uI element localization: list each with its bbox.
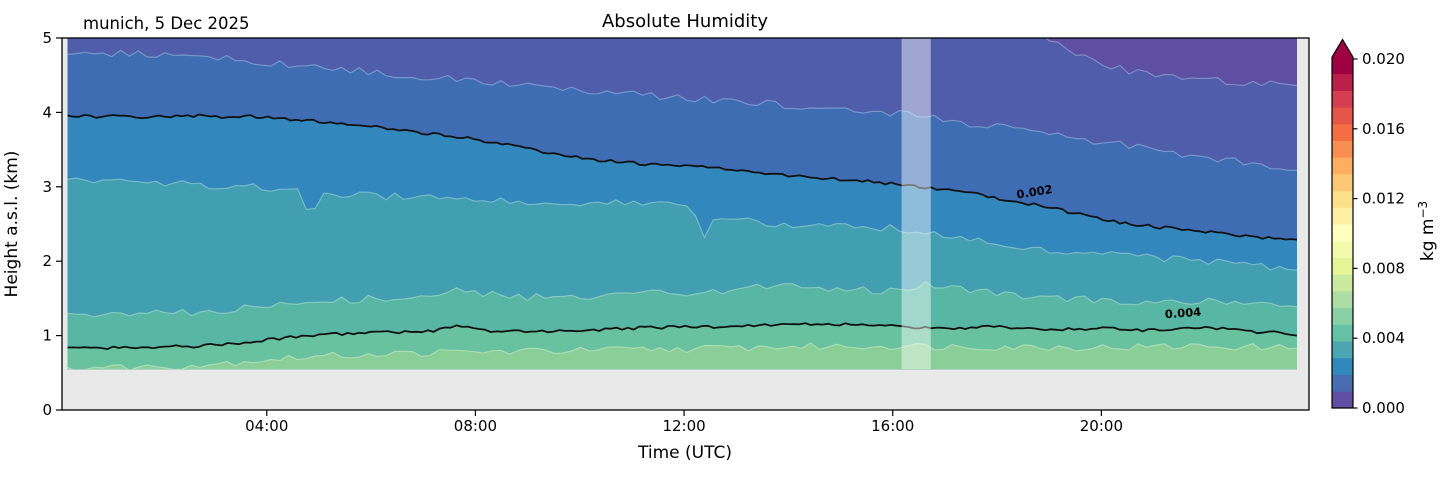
colorbar-tick-label: 0.004 bbox=[1362, 329, 1405, 347]
y-tick-label: 2 bbox=[42, 252, 52, 270]
axes-frame: 04:00 08:00 12:00 16:00 20:00 0 1 2 3 4 5 bbox=[42, 29, 1310, 435]
y-tick-label: 4 bbox=[42, 103, 52, 121]
colorbar-tick-label: 0.020 bbox=[1362, 50, 1405, 68]
labeled-contour-lines bbox=[67, 113, 1297, 350]
y-tick-label: 0 bbox=[42, 401, 52, 419]
colorbar-unit-base: kg m bbox=[1418, 219, 1438, 262]
colorbar-unit-exponent: −3 bbox=[1416, 201, 1430, 219]
y-axis-label: Height a.s.l. (km) bbox=[2, 151, 22, 298]
chart-title: Absolute Humidity bbox=[602, 11, 768, 32]
x-tick-label: 16:00 bbox=[871, 417, 914, 435]
x-tick-label: 12:00 bbox=[662, 417, 705, 435]
station-date-annotation: munich, 5 Dec 2025 bbox=[83, 14, 250, 33]
contour-label-0.002: 0.002 bbox=[1015, 182, 1053, 202]
contour-label-0.004: 0.004 bbox=[1164, 305, 1201, 322]
x-tick-label: 08:00 bbox=[454, 417, 497, 435]
colorbar: 0.000 0.004 0.008 0.012 0.016 0.020 bbox=[1331, 38, 1405, 417]
colorbar-tick-label: 0.016 bbox=[1362, 120, 1405, 138]
y-tick-label: 5 bbox=[42, 29, 52, 47]
contour-band-seams bbox=[67, 38, 1297, 370]
x-axis-label: Time (UTC) bbox=[637, 443, 732, 463]
colorbar-unit-label: kg m−3 bbox=[1416, 201, 1438, 261]
colorbar-tick-label: 0.008 bbox=[1362, 259, 1405, 277]
y-tick-label: 3 bbox=[42, 178, 52, 196]
contour-line-labels: 0.002 0.004 bbox=[1015, 182, 1201, 321]
x-tick-label: 20:00 bbox=[1080, 417, 1123, 435]
x-tick-label: 04:00 bbox=[245, 417, 288, 435]
colorbar-tick-label: 0.012 bbox=[1362, 190, 1405, 208]
colorbar-tick-label: 0.000 bbox=[1362, 399, 1405, 417]
contour-fill-bands bbox=[67, 38, 1297, 370]
highlight-time-band bbox=[901, 38, 931, 370]
y-tick-label: 1 bbox=[42, 327, 52, 345]
